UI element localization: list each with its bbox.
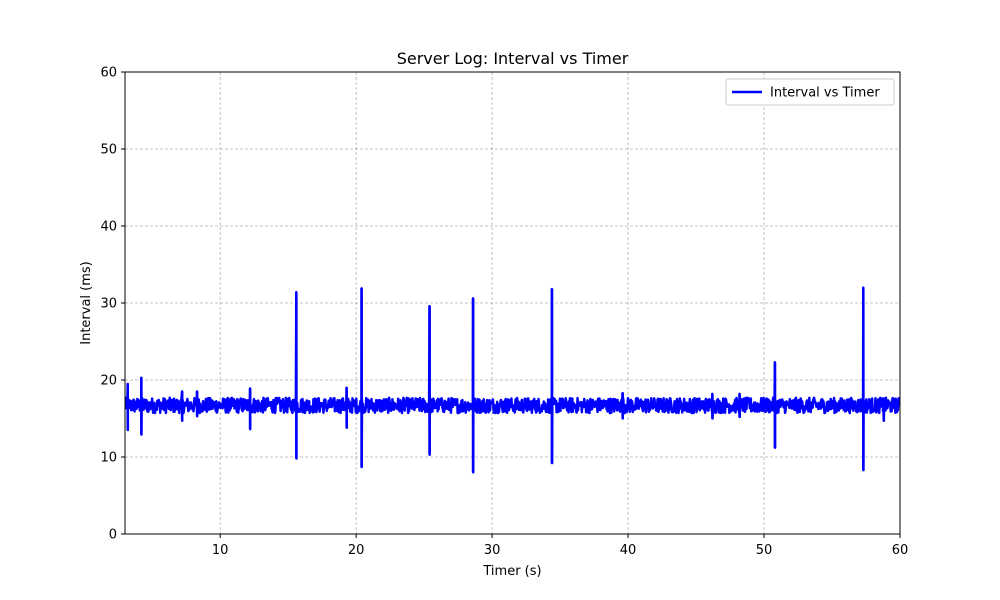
y-tick-label: 60 [100, 66, 117, 81]
x-tick-label: 10 [212, 543, 229, 558]
x-tick-label: 30 [484, 543, 501, 558]
x-tick-label: 50 [756, 543, 773, 558]
legend-label: Interval vs Timer [770, 86, 880, 101]
x-tick-label: 60 [892, 543, 909, 558]
y-axis-title: Interval (ms) [79, 261, 94, 345]
x-tick-label: 40 [620, 543, 637, 558]
y-tick-label: 10 [100, 451, 117, 466]
y-tick-label: 0 [109, 528, 117, 543]
y-tick-label: 40 [100, 220, 117, 235]
y-axis: 0 10 20 30 40 50 60 [100, 66, 125, 543]
x-tick-label: 20 [348, 543, 365, 558]
series-line [125, 286, 900, 474]
y-tick-label: 30 [100, 297, 117, 312]
y-tick-label: 50 [100, 143, 117, 158]
series-layer [125, 286, 900, 474]
x-axis: 10 20 30 40 50 60 [212, 534, 908, 558]
x-axis-title: Timer (s) [482, 564, 541, 579]
y-tick-label: 20 [100, 374, 117, 389]
legend: Interval vs Timer [725, 78, 895, 106]
chart-title: Server Log: Interval vs Timer [397, 49, 629, 68]
legend-box [725, 78, 895, 106]
